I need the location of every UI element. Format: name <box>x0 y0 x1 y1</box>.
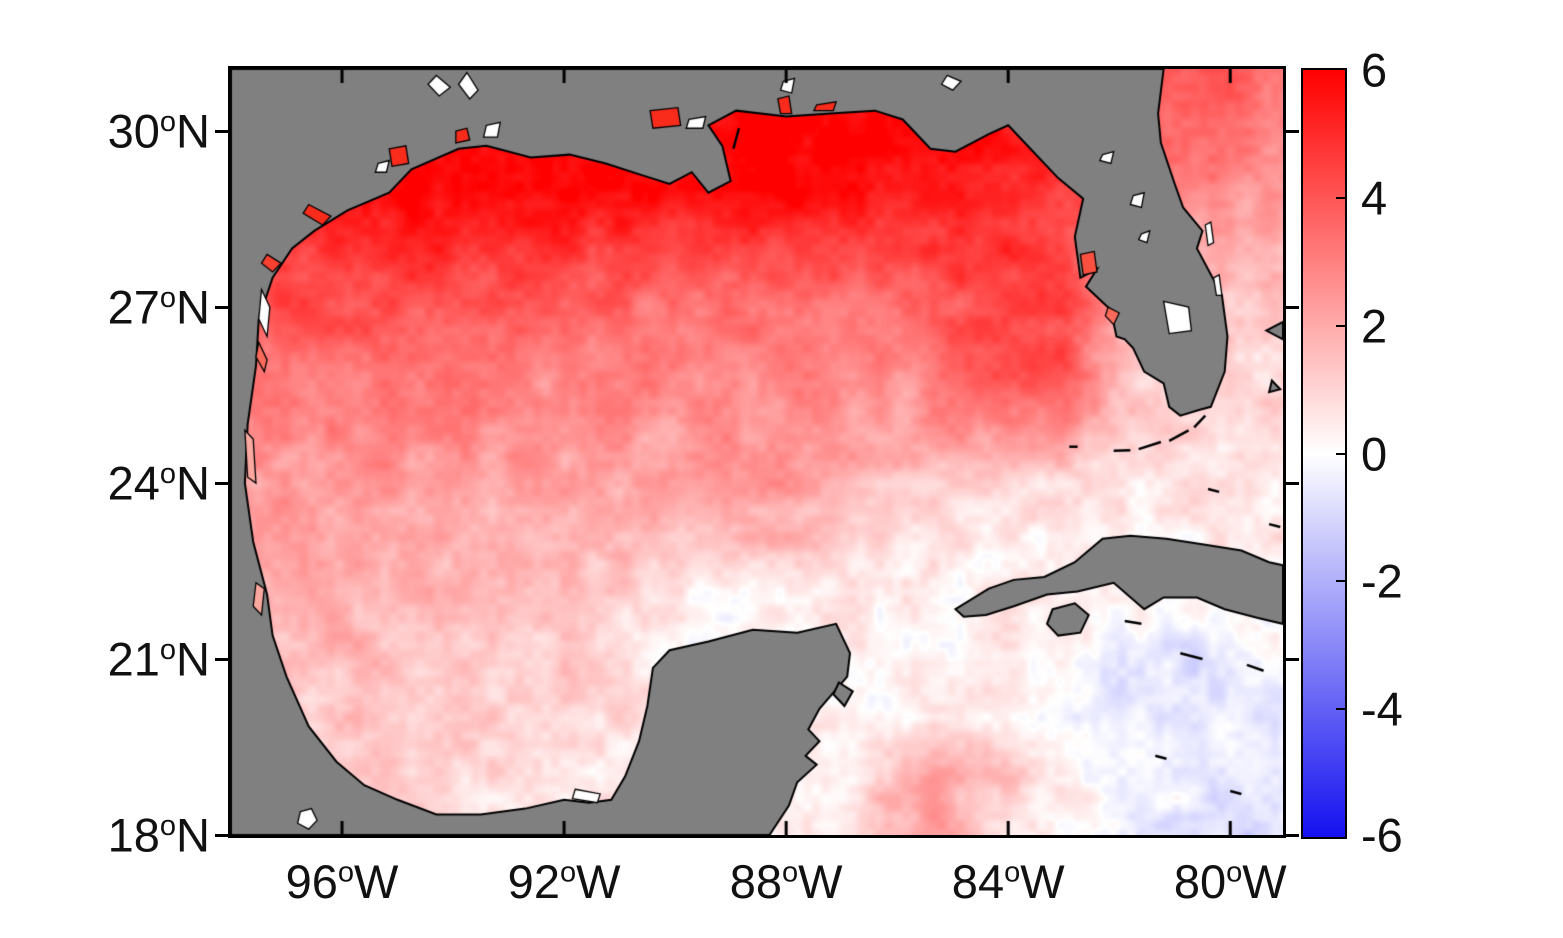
colorbar-tick-mark <box>1336 452 1345 455</box>
y-axis-tick-mark <box>1286 305 1299 309</box>
y-axis-tick-mark <box>215 657 228 661</box>
y-axis-tick-mark <box>215 833 228 837</box>
map-frame <box>228 66 1286 838</box>
x-tick-label-88W: 88oW <box>729 855 843 908</box>
colorbar-label--4: -4 <box>1361 682 1403 736</box>
y-tick-label-21N: 21oN <box>107 632 210 686</box>
colorbar-label-6: 6 <box>1361 43 1388 97</box>
y-axis-tick-mark <box>215 305 228 309</box>
x-tick-label-84W: 84oW <box>951 855 1065 908</box>
colorbar-tick-mark <box>1336 580 1345 583</box>
x-tick-label-96W: 96oW <box>285 855 399 908</box>
x-tick-label-80W: 80oW <box>1173 855 1287 908</box>
x-tick-label-92W: 92oW <box>507 855 621 908</box>
y-axis-tick-mark <box>1286 833 1299 837</box>
map-canvas <box>231 69 1283 835</box>
colorbar-label-0: 0 <box>1361 427 1388 480</box>
y-tick-label-27N: 27oN <box>107 280 210 334</box>
y-tick-label-30N: 30oN <box>107 104 210 158</box>
y-axis-tick-mark <box>1286 657 1299 661</box>
colorbar-label--2: -2 <box>1361 554 1403 608</box>
y-axis-tick-mark <box>1286 481 1299 485</box>
y-axis-tick-mark <box>215 481 228 485</box>
y-axis-tick-mark <box>1286 129 1299 133</box>
y-tick-label-24N: 24oN <box>107 456 210 510</box>
colorbar-tick-mark <box>1336 196 1345 199</box>
y-tick-label-18N: 18oN <box>107 808 210 862</box>
colorbar-label-4: 4 <box>1361 171 1388 225</box>
colorbar-tick-mark <box>1336 708 1345 711</box>
colorbar-label-2: 2 <box>1361 299 1388 353</box>
colorbar-label--6: -6 <box>1361 808 1403 862</box>
colorbar-tick-mark <box>1336 324 1345 327</box>
y-axis-tick-mark <box>215 129 228 133</box>
